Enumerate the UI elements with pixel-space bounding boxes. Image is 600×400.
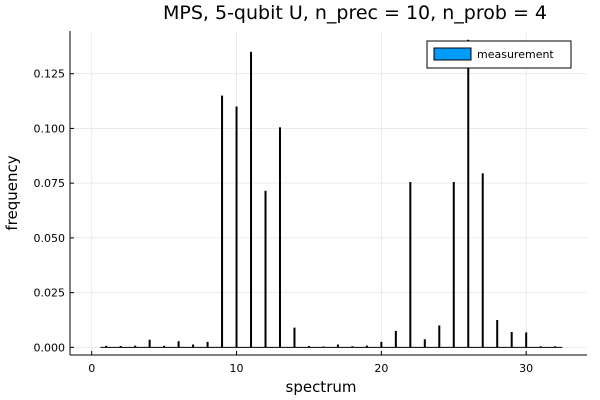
- ticks: 0 10 20 30 0.000 0.025 0.050 0.075 0.100 0.125: [34, 68, 534, 375]
- bar: [250, 51, 253, 348]
- bar: [351, 346, 354, 348]
- grid: [70, 31, 587, 355]
- bar: [235, 106, 238, 348]
- bar: [119, 346, 122, 348]
- bar: [105, 345, 108, 348]
- x-tick-label: 10: [230, 362, 244, 375]
- legend: measurement: [426, 40, 572, 69]
- bar: [177, 341, 180, 348]
- x-axis-title: spectrum: [286, 378, 357, 396]
- y-tick-label: 0.000: [34, 341, 66, 354]
- y-tick-label: 0.125: [34, 68, 66, 81]
- axes: [69, 31, 587, 356]
- bars: [100, 39, 563, 348]
- bar: [467, 39, 470, 348]
- bar: [554, 346, 557, 348]
- bar: [163, 345, 166, 348]
- bar: [496, 319, 499, 348]
- bar: [336, 344, 339, 348]
- chart-title: MPS, 5-qubit U, n_prec = 10, n_prob = 4: [163, 2, 547, 24]
- bar: [380, 341, 383, 348]
- y-tick-label: 0.025: [34, 287, 66, 300]
- bar: [278, 127, 281, 348]
- bar: [481, 173, 484, 348]
- bar: [221, 95, 224, 348]
- bar: [394, 330, 397, 348]
- y-axis-title: frequency: [3, 155, 21, 230]
- bar: [510, 332, 513, 348]
- bar: [264, 190, 267, 348]
- legend-swatch: [433, 47, 472, 61]
- bar: [365, 345, 368, 348]
- bar: [409, 182, 412, 348]
- legend-label: measurement: [477, 48, 554, 61]
- bar: [148, 339, 151, 348]
- bar: [293, 327, 296, 348]
- bar: [134, 345, 137, 348]
- y-tick-label: 0.050: [34, 232, 66, 245]
- y-tick-label: 0.100: [34, 122, 66, 135]
- bar: [206, 341, 209, 348]
- bar: [322, 346, 325, 348]
- bar: [438, 325, 441, 348]
- bar: [539, 346, 542, 348]
- bar: [307, 346, 310, 348]
- bar: [192, 344, 195, 348]
- x-tick-label: 0: [88, 362, 95, 375]
- bar: [423, 339, 426, 348]
- bar: [525, 332, 528, 348]
- y-tick-label: 0.075: [34, 177, 66, 190]
- x-tick-label: 20: [374, 362, 388, 375]
- bar: [452, 182, 455, 348]
- x-tick-label: 30: [519, 362, 533, 375]
